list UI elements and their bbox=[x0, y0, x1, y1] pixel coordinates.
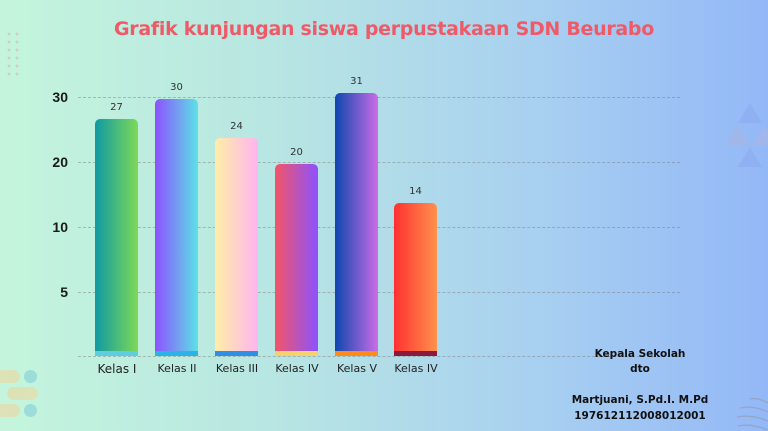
signature-status: dto bbox=[630, 363, 650, 375]
bar-base-strip bbox=[95, 351, 138, 356]
signature-nip: 197612112008012001 bbox=[574, 410, 706, 422]
bar-6 bbox=[394, 203, 437, 351]
signature-role: Kepala Sekolah bbox=[594, 348, 686, 360]
x-axis-label: Kelas V bbox=[337, 362, 377, 375]
y-tick-30: 30 bbox=[52, 89, 68, 105]
gridline bbox=[78, 292, 680, 293]
bar-base-strip bbox=[394, 351, 437, 356]
bar-value-label: 20 bbox=[290, 147, 303, 158]
x-axis-label: Kelas IV bbox=[394, 362, 438, 375]
x-axis-label: Kelas III bbox=[215, 362, 259, 375]
bar-5 bbox=[335, 92, 378, 351]
bar-3 bbox=[215, 138, 258, 351]
bar-value-label: 30 bbox=[170, 82, 183, 93]
y-tick-5: 5 bbox=[60, 284, 68, 300]
bar-value-label: 31 bbox=[350, 75, 363, 87]
gridline bbox=[78, 162, 680, 163]
chart-title: Grafik kunjungan siswa perpustakaan SDN … bbox=[114, 18, 654, 40]
gridline bbox=[78, 227, 680, 228]
x-axis-baseline bbox=[78, 356, 680, 357]
bar-base-strip bbox=[215, 351, 258, 356]
bar-value-label: 24 bbox=[230, 121, 243, 132]
decorative-wave-lines bbox=[736, 397, 768, 431]
bar-value-label: 27 bbox=[110, 101, 123, 113]
y-tick-20: 20 bbox=[52, 154, 68, 170]
bar-4 bbox=[275, 164, 318, 351]
decorative-dot-grid bbox=[5, 30, 23, 76]
signature-name: Martjuani, S.Pd.I. M.Pd bbox=[571, 394, 709, 406]
x-axis-label: Kelas I bbox=[97, 362, 137, 376]
x-axis-label: Kelas II bbox=[157, 362, 197, 375]
y-tick-10: 10 bbox=[52, 219, 68, 235]
bar-1 bbox=[95, 118, 138, 351]
gridline bbox=[78, 97, 680, 98]
bar-2 bbox=[155, 99, 198, 351]
bar-value-label: 14 bbox=[409, 186, 422, 197]
bar-base-strip bbox=[335, 351, 378, 356]
bar-base-strip bbox=[155, 351, 198, 356]
bar-base-strip bbox=[275, 351, 318, 356]
x-axis-label: Kelas IV bbox=[275, 362, 319, 375]
